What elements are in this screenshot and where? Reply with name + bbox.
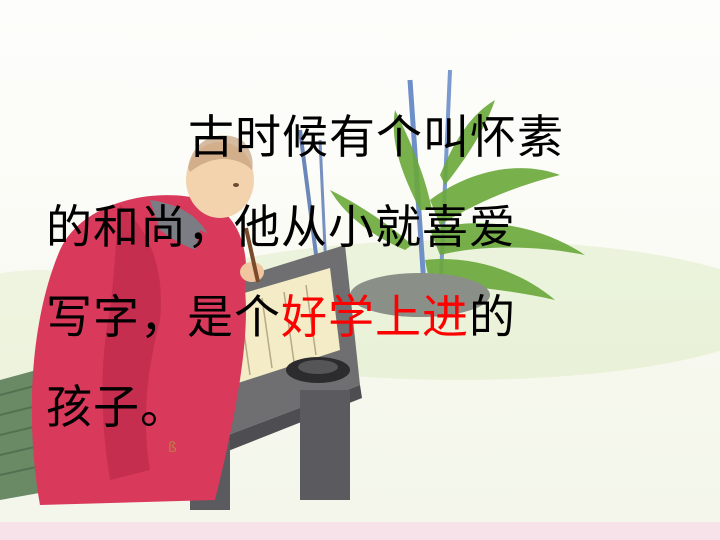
story-passage: 古时候有个叫怀素 的和尚，他从小就喜爱 写字，是个好学上进的 孩子。 [46,92,686,452]
rock [350,273,490,317]
passage-line-4: 孩子。 [46,362,686,452]
monk-arm [195,230,250,285]
plant-leaves [330,100,585,300]
passage-text-4: 孩子。 [46,380,187,434]
paper-sheet [220,268,340,385]
passage-text-3a: 写字，是个 [46,290,281,344]
passage-line-3: 写字，是个好学上进的 [46,272,686,362]
highlight-phrase: 好学上进 [281,290,469,344]
watermark-mark: ß [168,440,177,456]
writing-brush [244,227,260,283]
passage-line-1: 古时候有个叫怀素 [46,92,686,182]
passage-text-3b: 的 [469,290,516,344]
passage-text-2: 的和尚，他从小就喜爱 [46,200,516,254]
passage-text-1: 古时候有个叫怀素 [188,110,564,164]
passage-line-2: 的和尚，他从小就喜爱 [46,182,686,272]
bottom-band [0,522,720,540]
